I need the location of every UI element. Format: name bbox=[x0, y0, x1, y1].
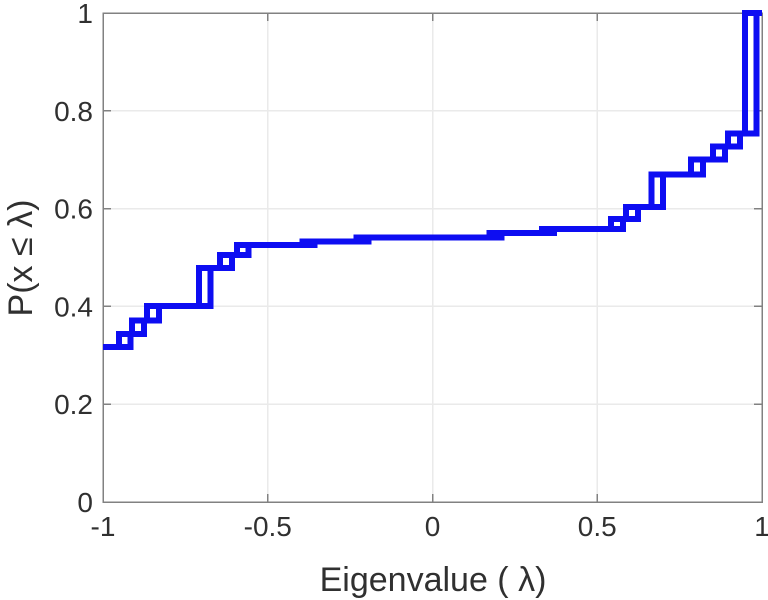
y-tick-label: 0.8 bbox=[54, 96, 93, 127]
x-tick-label: 0.5 bbox=[578, 511, 617, 542]
cdf-curves bbox=[103, 10, 762, 350]
y-tick-label: 1 bbox=[77, 0, 93, 29]
eigenvalue-cdf-twin-line bbox=[103, 10, 762, 350]
y-tick-label: 0.2 bbox=[54, 389, 93, 420]
y-tick-labels: 0 0.2 0.4 0.6 0.8 1 bbox=[54, 0, 93, 518]
x-tick-label: -1 bbox=[91, 511, 116, 542]
x-tick-label: 1 bbox=[754, 511, 768, 542]
y-tick-label: 0.4 bbox=[54, 291, 93, 322]
x-axis-label: Eigenvalue ( λ) bbox=[320, 561, 547, 599]
y-tick-label: 0.6 bbox=[54, 194, 93, 225]
x-tick-label: -0.5 bbox=[244, 511, 292, 542]
y-tick-label: 0 bbox=[77, 487, 93, 518]
x-tick-labels: -1 -0.5 0 0.5 1 bbox=[91, 511, 768, 542]
y-axis-label: P(x ≤ λ) bbox=[2, 200, 40, 317]
x-tick-label: 0 bbox=[425, 511, 441, 542]
grid-lines bbox=[103, 13, 762, 502]
